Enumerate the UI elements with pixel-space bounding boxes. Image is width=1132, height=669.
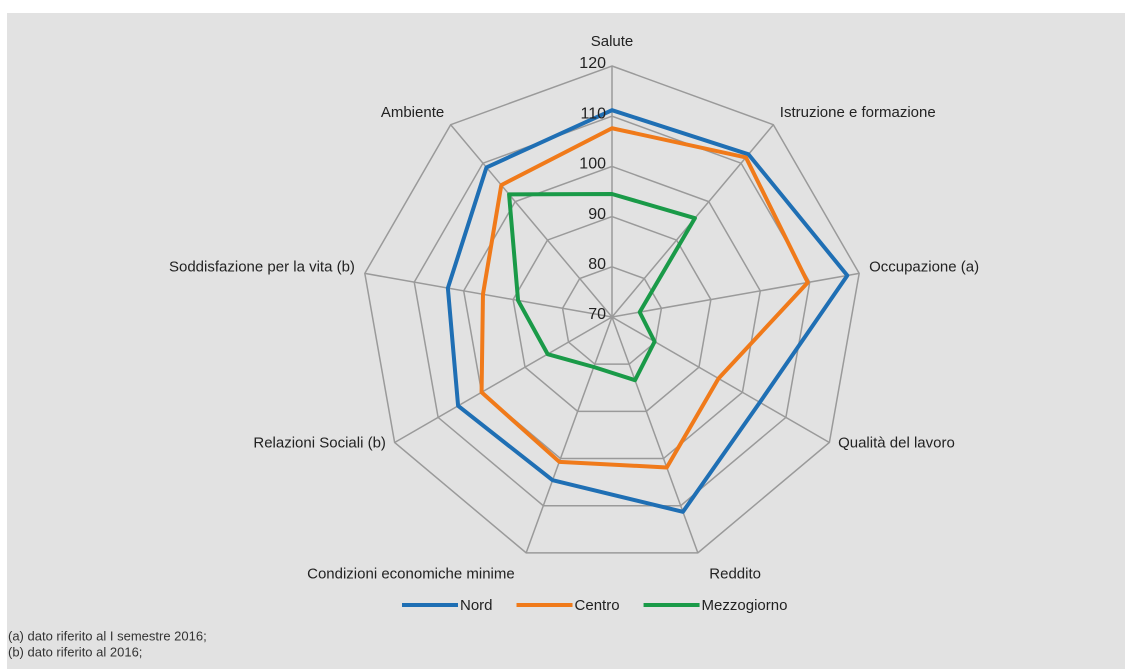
legend-label: Nord [460, 597, 493, 614]
tick-label: 90 [588, 206, 606, 223]
category-label: Condizioni economiche minime [307, 565, 515, 582]
grid-ring [512, 215, 712, 413]
tick-label: 110 [580, 105, 606, 122]
legend-label: Mezzogiorno [702, 597, 788, 614]
legend-label: Centro [575, 597, 620, 614]
category-label: Occupazione (a) [869, 259, 979, 276]
category-label: Istruzione e formazione [780, 104, 936, 121]
spoke [525, 316, 613, 554]
grid-ring [364, 65, 860, 554]
footnote: (a) dato riferito al I semestre 2016; [8, 628, 207, 643]
series-line [445, 108, 850, 514]
spoke [450, 124, 613, 318]
tick-label: 100 [579, 156, 606, 173]
tick-label: 120 [579, 55, 606, 72]
category-label: Ambiente [381, 104, 444, 121]
category-label: Reddito [709, 565, 761, 582]
category-label: Salute [591, 33, 634, 50]
category-label: Relazioni Sociali (b) [253, 434, 386, 451]
category-label: Soddisfazione per la vita (b) [169, 259, 355, 276]
spoke [394, 316, 613, 444]
spoke [611, 316, 830, 444]
tick-label: 80 [588, 256, 606, 273]
spoke [611, 272, 860, 318]
grid-ring [413, 115, 811, 507]
series-line [507, 192, 697, 383]
spoke [364, 272, 613, 318]
footnote: (b) dato riferito al 2016; [8, 644, 142, 659]
chart-background [7, 13, 1125, 669]
series-line [479, 126, 810, 470]
category-label: Qualità del lavoro [838, 434, 955, 451]
tick-label: 70 [588, 306, 606, 323]
